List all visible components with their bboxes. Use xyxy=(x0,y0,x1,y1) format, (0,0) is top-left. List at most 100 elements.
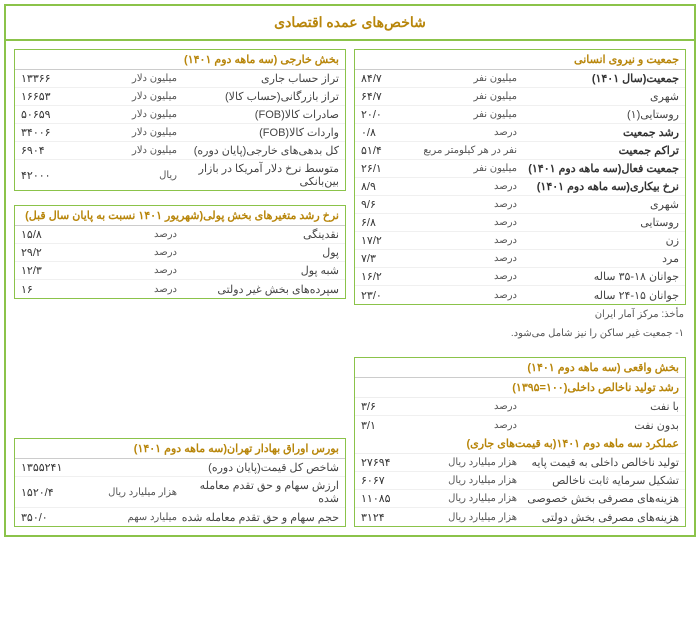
row-unit: میلیون دلار xyxy=(81,73,181,84)
row-unit: میلیون دلار xyxy=(81,109,181,120)
sub-header: عملکرد سه ماهه دوم ۱۴۰۱(به قیمت‌های جاری… xyxy=(355,434,685,454)
row-value: ۳۱۲۴ xyxy=(361,511,421,524)
row-value: ۱۵۲۰/۴ xyxy=(21,486,81,499)
row-unit: میلیون دلار xyxy=(81,127,181,138)
row-label: با نفت xyxy=(521,400,679,413)
row-unit: میلیون نفر xyxy=(421,163,521,174)
row-value: ۳۴۰۰۶ xyxy=(21,126,81,139)
row-value: ۶/۸ xyxy=(361,216,421,229)
row-unit: درصد xyxy=(421,290,521,301)
row-label: بدون نفت xyxy=(521,419,679,432)
row-label: شهری xyxy=(521,198,679,211)
row-unit: درصد xyxy=(421,420,521,431)
content-grid: جمعیت و نیروی انسانی جمعیت(سال ۱۴۰۱)میلی… xyxy=(6,41,694,535)
row-label: صادرات کالا(FOB) xyxy=(181,108,339,121)
table-row: زندرصد۱۷/۲ xyxy=(355,232,685,250)
table-row: هزینه‌های مصرفی بخش دولتیهزار میلیارد ری… xyxy=(355,508,685,526)
row-value: ۰/۸ xyxy=(361,126,421,139)
sub-header: رشد تولید ناخالص داخلی(۱۰۰=۱۳۹۵) xyxy=(355,378,685,398)
row-unit: درصد xyxy=(81,247,181,258)
row-value: ۱۶/۲ xyxy=(361,270,421,283)
row-value: ۸/۹ xyxy=(361,180,421,193)
table-row: جوانان ۱۵-۲۴ سالهدرصد۲۳/۰ xyxy=(355,286,685,304)
table-row: مرددرصد۷/۳ xyxy=(355,250,685,268)
table-row: تولید ناخالص داخلی به قیمت پایههزار میلی… xyxy=(355,454,685,472)
table-row: جمعیت فعال(سه ماهه دوم ۱۴۰۱)میلیون نفر۲۶… xyxy=(355,160,685,178)
table-row: تراکم جمعیتنفر در هر کیلومتر مربع۵۱/۴ xyxy=(355,142,685,160)
table-row: تراز بازرگانی(حساب کالا)میلیون دلار۱۶۶۵۳ xyxy=(15,88,345,106)
row-label: هزینه‌های مصرفی بخش خصوصی xyxy=(521,492,679,505)
row-label: جوانان ۱۵-۲۴ ساله xyxy=(521,289,679,302)
box-header: جمعیت و نیروی انسانی xyxy=(355,50,685,70)
row-unit: میلیون نفر xyxy=(421,91,521,102)
row-label: تشکیل سرمایه ثابت ناخالص xyxy=(521,474,679,487)
table-row: تراز حساب جاریمیلیون دلار۱۳۳۶۶ xyxy=(15,70,345,88)
stock-rows: شاخص کل قیمت(پایان دوره)۱۳۵۵۲۴۱ارزش سهام… xyxy=(15,459,345,526)
row-unit: میلیون دلار xyxy=(81,91,181,102)
table-row: هزینه‌های مصرفی بخش خصوصیهزار میلیارد ری… xyxy=(355,490,685,508)
table-row: نرخ بیکاری(سه ماهه دوم ۱۴۰۱)درصد۸/۹ xyxy=(355,178,685,196)
row-label: پول xyxy=(181,246,339,259)
row-label: هزینه‌های مصرفی بخش دولتی xyxy=(521,511,679,524)
row-label: سپرده‌های بخش غیر دولتی xyxy=(181,283,339,296)
right-column: جمعیت و نیروی انسانی جمعیت(سال ۱۴۰۱)میلی… xyxy=(354,49,686,527)
row-value: ۲۹/۲ xyxy=(21,246,81,259)
external-sector-box: بخش خارجی (سه ماهه دوم ۱۴۰۱) تراز حساب ج… xyxy=(14,49,346,191)
population-rows: جمعیت(سال ۱۴۰۱)میلیون نفر۸۴/۷شهریمیلیون … xyxy=(355,70,685,304)
row-value: ۲۳/۰ xyxy=(361,289,421,302)
table-row: رشد جمعیتدرصد۰/۸ xyxy=(355,124,685,142)
row-value: ۴۲۰۰۰ xyxy=(21,169,81,182)
row-unit: درصد xyxy=(81,265,181,276)
row-label: حجم سهام و حق تقدم معامله شده xyxy=(181,511,339,524)
row-unit: میلیارد سهم xyxy=(81,512,181,523)
table-row: شبه پولدرصد۱۲/۳ xyxy=(15,262,345,280)
page-frame: شاخص‌های عمده اقتصادی جمعیت و نیروی انسا… xyxy=(4,4,696,537)
row-unit: درصد xyxy=(81,284,181,295)
row-label: نقدینگی xyxy=(181,228,339,241)
row-label: رشد جمعیت xyxy=(521,126,679,139)
real-sector-box: بخش واقعی (سه ماهه دوم ۱۴۰۱) رشد تولید ن… xyxy=(354,357,686,527)
row-label: مرد xyxy=(521,252,679,265)
table-row: حجم سهام و حق تقدم معامله شدهمیلیارد سهم… xyxy=(15,508,345,526)
row-unit: درصد xyxy=(81,229,181,240)
row-value: ۷/۳ xyxy=(361,252,421,265)
row-unit: میلیون نفر xyxy=(421,73,521,84)
row-value: ۶۹۰۴ xyxy=(21,144,81,157)
row-value: ۵۱/۴ xyxy=(361,144,421,157)
row-unit: درصد xyxy=(421,217,521,228)
row-label: جمعیت(سال ۱۴۰۱) xyxy=(521,72,679,85)
box-header: نرخ رشد متغیرهای بخش پولی(شهریور ۱۴۰۱ نس… xyxy=(15,206,345,226)
row-value: ۱۵/۸ xyxy=(21,228,81,241)
row-unit: درصد xyxy=(421,199,521,210)
stock-box: بورس اوراق بهادار تهران(سه ماهه دوم ۱۴۰۱… xyxy=(14,438,346,527)
population-box: جمعیت و نیروی انسانی جمعیت(سال ۱۴۰۱)میلی… xyxy=(354,49,686,305)
row-label: نرخ بیکاری(سه ماهه دوم ۱۴۰۱) xyxy=(521,180,679,193)
row-value: ۱۶ xyxy=(21,283,81,296)
table-row: جمعیت(سال ۱۴۰۱)میلیون نفر۸۴/۷ xyxy=(355,70,685,88)
population-section: جمعیت و نیروی انسانی جمعیت(سال ۱۴۰۱)میلی… xyxy=(354,49,686,343)
row-label: شهری xyxy=(521,90,679,103)
row-label: کل بدهی‌های خارجی(پایان دوره) xyxy=(181,144,339,157)
row-label: تراکم جمعیت xyxy=(521,144,679,157)
table-row: صادرات کالا(FOB)میلیون دلار۵۰۶۵۹ xyxy=(15,106,345,124)
row-label: روستایی(۱) xyxy=(521,108,679,121)
table-row: بدون نفتدرصد۳/۱ xyxy=(355,416,685,434)
table-row: روستایی(۱)میلیون نفر۲۰/۰ xyxy=(355,106,685,124)
row-value: ۱۷/۲ xyxy=(361,234,421,247)
row-unit: هزار میلیارد ریال xyxy=(421,475,521,486)
row-label: تراز بازرگانی(حساب کالا) xyxy=(181,90,339,103)
box-header: بورس اوراق بهادار تهران(سه ماهه دوم ۱۴۰۱… xyxy=(15,439,345,459)
table-row: پولدرصد۲۹/۲ xyxy=(15,244,345,262)
row-label: شاخص کل قیمت(پایان دوره) xyxy=(181,461,339,474)
box-header: بخش خارجی (سه ماهه دوم ۱۴۰۱) xyxy=(15,50,345,70)
external-rows: تراز حساب جاریمیلیون دلار۱۳۳۶۶تراز بازرگ… xyxy=(15,70,345,190)
row-unit: درصد xyxy=(421,181,521,192)
row-label: جوانان ۱۸-۳۵ ساله xyxy=(521,270,679,283)
row-value: ۹/۶ xyxy=(361,198,421,211)
table-row: سپرده‌های بخش غیر دولتیدرصد۱۶ xyxy=(15,280,345,298)
table-row: واردات کالا(FOB)میلیون دلار۳۴۰۰۶ xyxy=(15,124,345,142)
row-value: ۲۷۶۹۴ xyxy=(361,456,421,469)
row-label: روستایی xyxy=(521,216,679,229)
row-value: ۳۵۰/۰ xyxy=(21,511,81,524)
footnote: ۱- جمعیت غیر ساکن را نیز شامل می‌شود. xyxy=(354,324,686,343)
